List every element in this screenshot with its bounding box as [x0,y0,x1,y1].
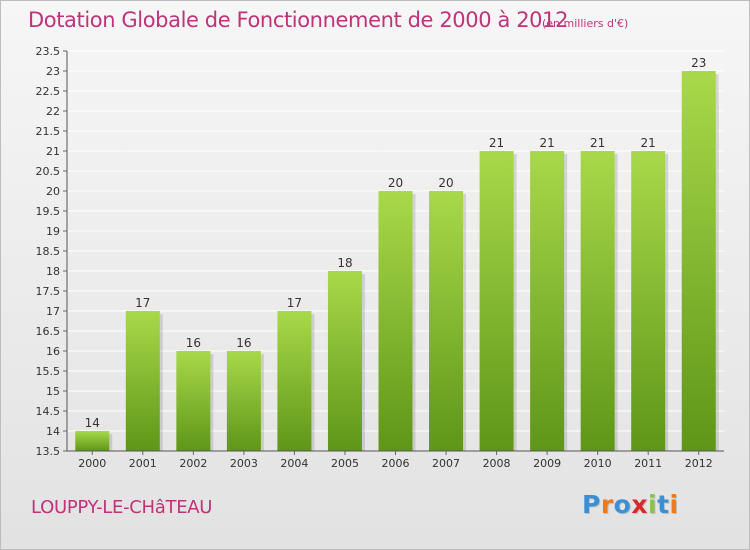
data-label: 17 [135,296,150,310]
proxiti-logo[interactable]: Proxiti [582,490,679,524]
y-tick-label: 20 [46,185,60,198]
bar [479,151,514,451]
y-tick-labels: 13.5 14 14.5 15 15.5 16 16.5 17 17.5 18 18.5 19 19.5… [36,45,61,458]
data-label: 21 [539,136,554,150]
logo-letter: i [648,490,658,519]
bar [327,271,362,451]
y-tick-label: 14.5 [36,405,61,418]
data-label: 21 [590,136,605,150]
y-tick-label: 23.5 [36,45,61,58]
data-label: 17 [287,296,302,310]
data-labels: 14 17 16 16 17 18 20 20 21 21 21 21 23 [85,56,707,430]
y-tick-label: 16.5 [36,325,61,338]
x-tick-label: 2010 [584,457,612,470]
logo-letter: o [613,490,632,519]
data-label: 14 [85,416,100,430]
x-tick-label: 2005 [331,457,359,470]
bar [277,311,312,451]
data-label: 20 [388,176,403,190]
y-tick-label: 20.5 [36,165,61,178]
y-tick-label: 18 [46,265,60,278]
y-tick-label: 23 [46,65,60,78]
unit-note: (en milliers d'€) [542,17,629,30]
logo-letter: i [669,490,679,519]
bar [681,71,716,451]
bar [429,191,464,451]
y-tick-label: 19 [46,225,60,238]
y-tick-label: 22.5 [36,85,61,98]
bars [75,71,719,451]
chart-title: Dotation Globale de Fonctionnement de 20… [28,8,569,32]
commune-name: LOUPPY-LE-CHâTEAU [31,497,213,518]
data-label: 21 [641,136,656,150]
bar [530,151,565,451]
data-label: 23 [691,56,706,70]
y-tick-label: 19.5 [36,205,61,218]
y-tick-label: 18.5 [36,245,61,258]
logo-letter: t [657,490,670,519]
x-tick-label: 2012 [685,457,713,470]
y-tick-label: 22 [46,105,60,118]
x-tick-label: 2007 [432,457,460,470]
bar [125,311,160,451]
data-label: 18 [337,256,352,270]
x-tick-labels: 2000 2001 2002 2003 2004 2005 2006 2007 2008 2009… [78,457,712,470]
y-tick-label: 15.5 [36,365,61,378]
data-label: 21 [489,136,504,150]
x-tick-label: 2001 [129,457,157,470]
bar [378,191,413,451]
bar [226,351,261,451]
x-tick-label: 2009 [533,457,561,470]
y-tick-label: 13.5 [36,445,61,458]
x-tick-label: 2008 [483,457,511,470]
data-label: 16 [186,336,201,350]
bar [580,151,615,451]
y-tick-label: 17 [46,305,60,318]
x-tick-label: 2000 [78,457,106,470]
bar [631,151,666,451]
y-tick-label: 17.5 [36,285,61,298]
bar [75,431,110,451]
data-label: 20 [438,176,453,190]
x-tick-label: 2006 [382,457,410,470]
x-tick-label: 2003 [230,457,258,470]
logo-letter: P [582,490,601,519]
x-tick-label: 2011 [634,457,662,470]
y-tick-label: 14 [46,425,60,438]
logo-letter: x [631,490,648,519]
logo-letter: r [600,490,614,519]
y-tick-label: 16 [46,345,60,358]
axes [66,51,724,455]
y-tick-label: 21.5 [36,125,61,138]
data-label: 16 [236,336,251,350]
x-tick-label: 2004 [280,457,308,470]
y-tick-label: 21 [46,145,60,158]
y-tick-label: 15 [46,385,60,398]
bar [176,351,211,451]
x-tick-label: 2002 [179,457,207,470]
